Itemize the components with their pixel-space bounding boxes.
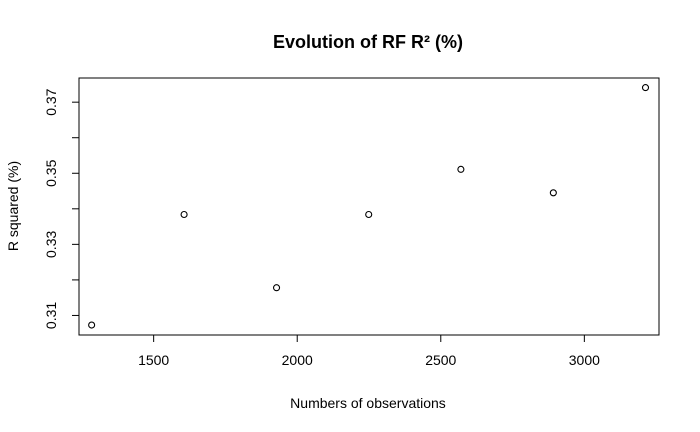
- y-tick-label: 0.31: [43, 302, 59, 329]
- y-tick-label: 0.37: [43, 88, 59, 115]
- data-point: [457, 165, 465, 173]
- x-tick-label: 2500: [425, 352, 456, 368]
- data-points: [88, 84, 650, 329]
- data-point: [549, 189, 557, 197]
- chart-title: Evolution of RF R² (%): [273, 32, 463, 52]
- data-point: [641, 84, 650, 92]
- x-axis-label: Numbers of observations: [290, 395, 446, 411]
- data-point: [272, 284, 281, 292]
- x-tick-label: 1500: [138, 352, 169, 368]
- y-axis-label: R squared (%): [5, 161, 21, 251]
- y-axis: 0.31 0.33 0.35 0.37: [43, 88, 79, 329]
- data-point: [365, 210, 373, 219]
- y-tick-label: 0.33: [43, 231, 59, 258]
- data-point: [180, 210, 188, 219]
- plot-frame: [78, 77, 660, 336]
- y-tick-label: 0.35: [43, 159, 59, 186]
- x-tick-label: 2000: [282, 352, 313, 368]
- x-axis: 1500 2000 2500 3000: [138, 335, 600, 368]
- x-tick-label: 3000: [569, 352, 600, 368]
- data-point: [88, 321, 96, 329]
